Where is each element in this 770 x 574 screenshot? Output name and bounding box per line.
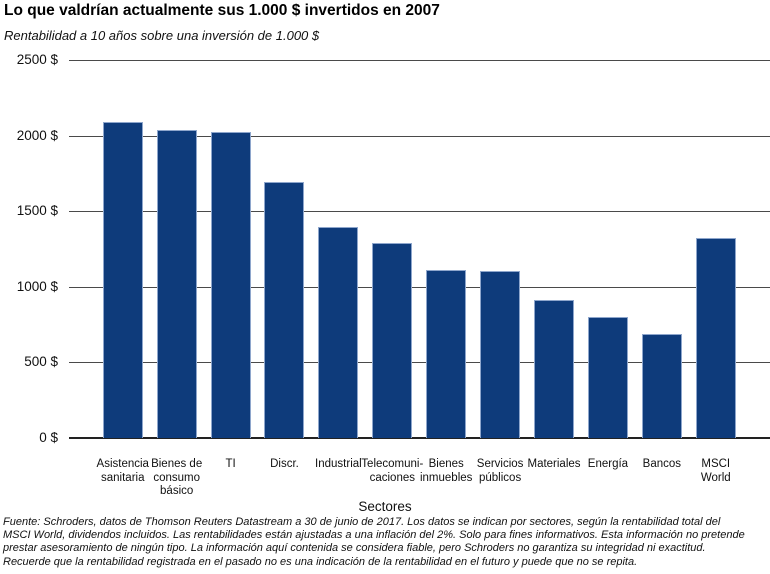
bar <box>480 270 521 438</box>
bar <box>534 300 575 438</box>
x-tick-label: Asistencia sanitaria <box>96 458 149 484</box>
source-note: Fuente: Schroders, datos de Thomson Reut… <box>3 516 745 568</box>
y-tick-label: 2500 $ <box>16 52 58 67</box>
x-tick-label: Telecomuni- caciones <box>361 458 424 484</box>
bar <box>641 333 682 438</box>
x-tick-label: Energía <box>587 458 629 470</box>
x-tick-label: Servicios públicos <box>476 458 524 484</box>
bar <box>156 129 197 438</box>
gridline <box>69 362 770 364</box>
y-tick-label: 0 $ <box>39 430 58 445</box>
bar <box>372 242 413 438</box>
chart-subtitle: Rentabilidad a 10 años sobre una inversi… <box>4 28 320 43</box>
bar <box>102 121 143 438</box>
x-axis-title: Sectores <box>358 499 412 514</box>
x-tick-label: Bienes inmuebles <box>419 458 473 484</box>
x-tick-label: Discr. <box>270 458 299 470</box>
y-tick-label: 2000 $ <box>16 127 58 143</box>
y-tick-label: 1500 $ <box>16 203 58 219</box>
x-tick-label: MSCI World <box>700 458 731 484</box>
x-tick-label: Bienes de consumo básico <box>151 458 203 497</box>
x-tick-label: TI <box>225 458 236 470</box>
x-axis-line <box>69 437 770 439</box>
gridline <box>69 286 770 288</box>
bar <box>587 317 628 438</box>
bar <box>264 182 305 438</box>
gridline <box>69 60 770 61</box>
x-tick-label: Industrial <box>315 458 362 470</box>
bar <box>426 270 467 438</box>
gridline <box>69 211 770 213</box>
gridline <box>69 135 770 137</box>
x-tick-label: Materiales <box>527 458 581 470</box>
x-tick-label: Bancos <box>642 458 682 470</box>
bar <box>210 131 251 438</box>
y-tick-label: 1000 $ <box>16 278 58 294</box>
bar <box>318 227 359 438</box>
y-tick-label: 500 $ <box>24 354 58 370</box>
chart-title: Lo que valdrían actualmente sus 1.000 $ … <box>4 2 440 19</box>
bar <box>695 238 736 438</box>
